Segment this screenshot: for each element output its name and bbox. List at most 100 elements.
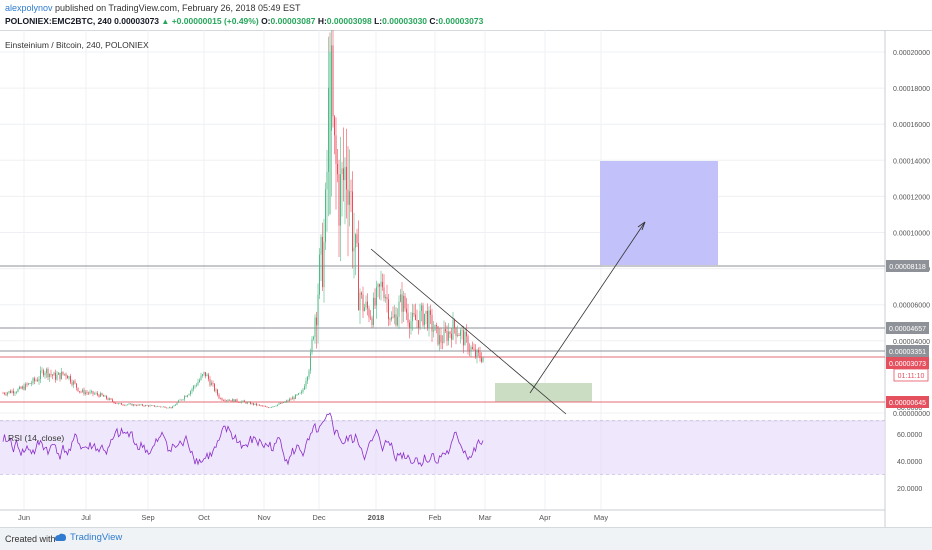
candle-body xyxy=(418,320,419,328)
candle-body xyxy=(128,403,130,405)
candle-body xyxy=(377,284,379,288)
candle-body xyxy=(454,320,455,328)
candle-body xyxy=(11,390,13,393)
candle-body xyxy=(190,391,191,395)
candle-body xyxy=(365,301,367,308)
candle-body xyxy=(271,406,272,408)
candle-body xyxy=(400,294,401,302)
author-link[interactable]: alexpolynov xyxy=(5,3,53,13)
target-zone-box[interactable] xyxy=(600,161,718,265)
candle-body xyxy=(470,347,472,351)
candle-body xyxy=(290,398,292,400)
candle-body xyxy=(148,405,149,407)
candle-body xyxy=(205,372,206,377)
candle-body xyxy=(172,406,173,408)
candle-body xyxy=(467,336,469,351)
candle-body xyxy=(106,395,107,399)
candle-body xyxy=(481,358,482,362)
candle-body xyxy=(187,395,188,397)
rsi-legend: RSI (14, close) xyxy=(8,433,64,443)
candle-body xyxy=(386,297,388,300)
candle-body xyxy=(214,383,215,391)
candle-body xyxy=(103,395,104,397)
candle-body xyxy=(457,334,458,336)
entry-zone-box[interactable] xyxy=(495,383,592,402)
high-label: H: xyxy=(317,16,327,26)
candle-body xyxy=(469,350,470,351)
price-tick-label: 0.00000000 xyxy=(893,411,930,418)
candle-body xyxy=(262,405,263,407)
candle-body xyxy=(451,333,452,340)
candle-body xyxy=(368,308,370,318)
candle-body xyxy=(332,45,334,117)
candle-body xyxy=(358,243,359,311)
candle-body xyxy=(250,402,251,405)
candle-body xyxy=(325,189,326,243)
candle-body xyxy=(247,402,248,404)
candle-body xyxy=(217,389,218,395)
drawings-front[interactable] xyxy=(370,221,646,415)
trend-line[interactable] xyxy=(370,248,567,415)
candle-body xyxy=(464,331,466,346)
rsi-tick-label: 60.0000 xyxy=(897,432,922,439)
candle-body xyxy=(227,400,229,401)
candle-body xyxy=(197,382,199,386)
symbol-label: POLONIEX:EMC2BTC, 240 xyxy=(5,16,112,26)
candle-body xyxy=(326,171,328,190)
time-axis[interactable]: Jun Jul Sep Oct Nov Dec 2018 Feb Mar Apr May xyxy=(18,513,608,522)
candle-body xyxy=(43,370,44,376)
candle-body xyxy=(149,405,151,407)
candle-body xyxy=(265,406,266,407)
candle-body xyxy=(170,407,172,408)
candle-body xyxy=(19,386,20,390)
candle-body xyxy=(151,405,152,406)
chart-canvas[interactable]: 0.00020000 0.00018000 0.00016000 0.00014000… xyxy=(0,30,932,527)
candle-body xyxy=(313,336,314,340)
candle-body xyxy=(46,368,47,374)
candle-body xyxy=(140,404,142,406)
candle-body xyxy=(397,316,398,326)
candle-body xyxy=(110,398,112,400)
candle-body xyxy=(430,310,431,315)
drawings-back[interactable] xyxy=(0,161,885,403)
candle-body xyxy=(244,400,245,402)
candle-body xyxy=(307,376,308,381)
candle-body xyxy=(35,380,37,381)
projection-arrow-line[interactable] xyxy=(529,221,646,394)
candle-body xyxy=(208,374,209,380)
candle-body xyxy=(26,383,28,385)
candle-body xyxy=(199,379,200,383)
candle-body xyxy=(161,406,163,408)
candle-body xyxy=(433,330,434,332)
candle-body xyxy=(479,352,481,359)
candle-body xyxy=(229,400,230,401)
candle-body xyxy=(428,310,430,329)
candle-body xyxy=(337,163,338,175)
candle-body xyxy=(317,294,319,326)
candle-body xyxy=(410,321,412,329)
candle-body xyxy=(163,406,164,408)
tradingview-link[interactable]: TradingView xyxy=(54,532,122,543)
candle-body xyxy=(256,403,257,406)
price-tick-label: 0.00018000 xyxy=(893,86,930,93)
candle-body xyxy=(259,404,260,406)
candle-body xyxy=(112,399,113,402)
candle-body xyxy=(230,400,232,402)
candle-body xyxy=(7,392,8,395)
candle-body xyxy=(101,393,103,396)
candle-body xyxy=(392,316,394,318)
candle-body xyxy=(389,319,391,320)
candle-body xyxy=(80,391,82,393)
candle-body xyxy=(125,404,127,406)
candle-body xyxy=(85,392,86,394)
published-text: published on TradingView.com, February 2… xyxy=(55,3,301,13)
open-label: O: xyxy=(261,16,271,26)
candle-body xyxy=(352,191,353,252)
candle-body xyxy=(277,404,278,406)
rsi-pane xyxy=(0,412,885,475)
candle-body xyxy=(436,324,437,327)
candle-body xyxy=(235,399,236,403)
candle-body xyxy=(193,386,194,390)
candle-body xyxy=(380,281,382,287)
candle-body xyxy=(14,392,16,394)
